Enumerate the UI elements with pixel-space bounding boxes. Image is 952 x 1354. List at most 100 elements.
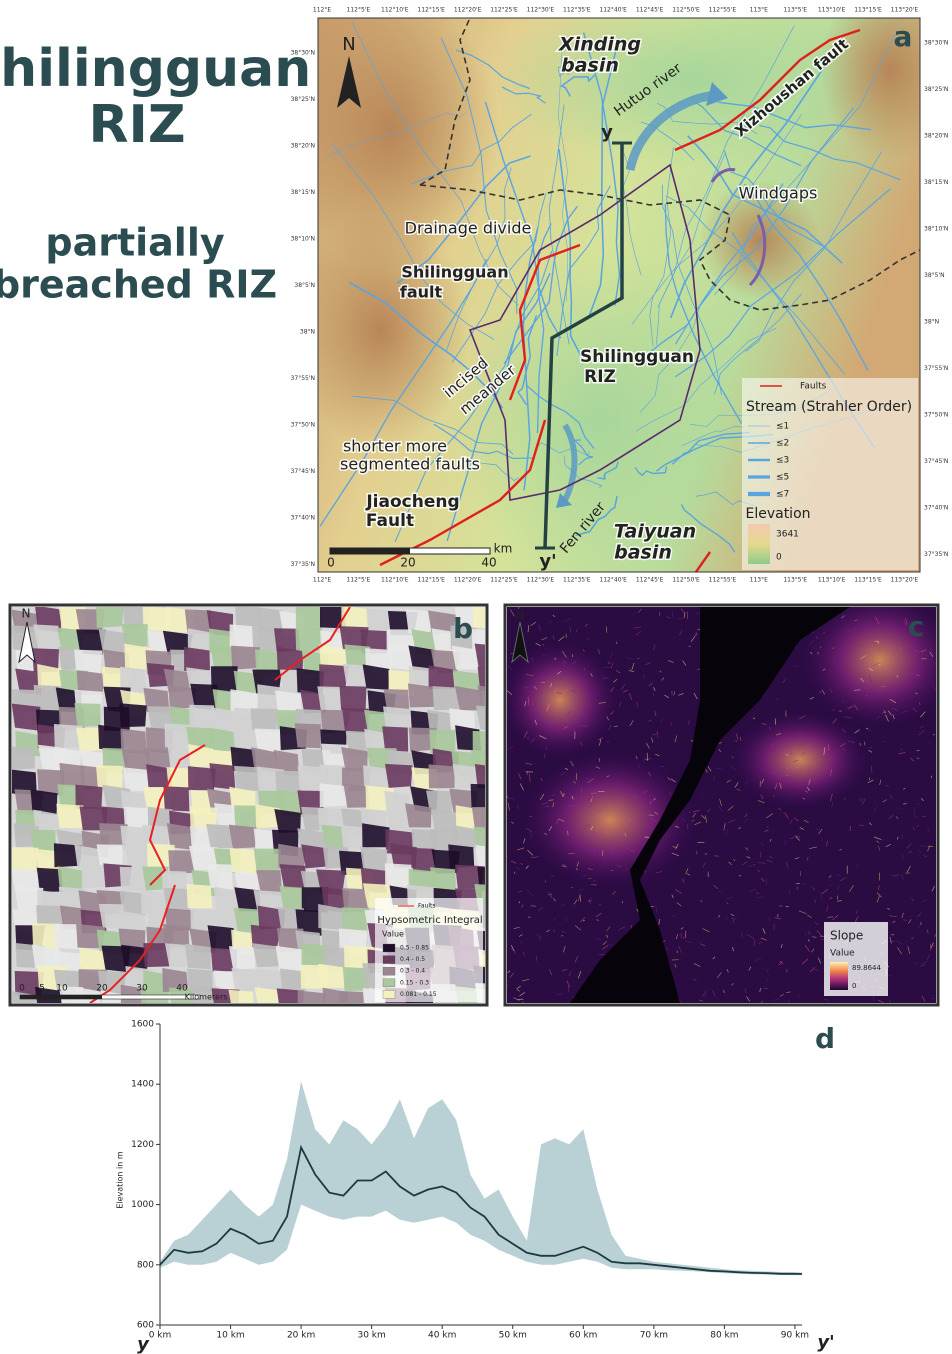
basin: [280, 886, 306, 910]
place: shorter more: [343, 437, 447, 456]
latitude-label: 38°10'N: [924, 226, 948, 233]
basin: [229, 990, 255, 1015]
y-tick-label: 600: [137, 1321, 154, 1331]
y-tick-label: 1000: [131, 1200, 154, 1210]
longitude-label: 112°E: [313, 577, 331, 584]
scale-label: 10: [56, 984, 68, 994]
longitude-label: 113°10'E: [818, 577, 846, 584]
longitude-label: 112°40'E: [599, 577, 627, 584]
scale-label: 5: [39, 984, 45, 994]
basin: [433, 686, 460, 710]
legend-label: 0.5 - 0.85: [400, 945, 429, 952]
basin: [209, 763, 235, 790]
longitude-label: 112°5'E: [347, 577, 371, 584]
scale-bar: [20, 995, 102, 999]
legend-label: Faults: [800, 382, 827, 392]
legend-label: 89.8644: [852, 964, 881, 972]
longitude-label: 112°50'E: [672, 577, 700, 584]
legend-label: ≤5: [776, 473, 789, 483]
legend-slope: [830, 962, 848, 990]
slope-shade: [500, 640, 620, 760]
slope-stroke: [683, 879, 684, 883]
legend-label: Faults: [418, 903, 436, 910]
legend-label: ≤7: [776, 490, 789, 500]
legend-title: Stream (Strahler Order): [746, 399, 912, 415]
legend-label: 0.15 - 0.3: [400, 979, 429, 986]
longitude-label: 113°5'E: [783, 577, 807, 584]
scale-label: 30: [136, 984, 148, 994]
longitude-label: 112°25'E: [490, 577, 518, 584]
scale-label: 0: [19, 984, 25, 994]
basin: [341, 605, 368, 629]
panel-label: a: [894, 20, 913, 53]
y-tick-label: 1400: [131, 1080, 154, 1090]
latitude-label: 38°15'N: [291, 189, 315, 196]
map-b: 0.5 - 0.850.4 - 0.50.3 - 0.40.15 - 0.30.…: [9, 603, 507, 1016]
slope-stroke: [549, 800, 554, 801]
slope-stroke: [647, 753, 648, 761]
basin: [385, 863, 412, 887]
north-label: N: [342, 34, 355, 55]
latitude-label: 38°15'N: [924, 179, 948, 186]
basin: [280, 864, 306, 888]
basin: [186, 884, 212, 908]
basin: [274, 809, 301, 833]
legend-label: 3641: [776, 530, 799, 540]
north-label: N: [22, 607, 31, 621]
latitude-label: 37°45'N: [924, 458, 948, 465]
basin: [363, 765, 389, 789]
latitude-label: 37°35'N: [291, 561, 315, 568]
slope-stroke: [902, 834, 903, 839]
basin: [448, 844, 474, 868]
basin: [12, 704, 41, 731]
basin: [229, 946, 256, 970]
fault-name: fault: [400, 283, 443, 302]
legend-swatch: [383, 944, 395, 952]
longitude-label: 112°5'E: [347, 7, 371, 14]
longitude-label: 113°10'E: [818, 7, 846, 14]
basin: [360, 847, 387, 871]
x-tick-label: 10 km: [216, 1331, 244, 1341]
basin: [471, 784, 497, 808]
north-label: N: [516, 609, 525, 623]
legend-title: Slope: [830, 929, 863, 943]
basin: [184, 647, 210, 671]
basin: [98, 725, 124, 752]
latitude-label: 38°25'N: [924, 86, 948, 93]
x-end-label: y': [817, 1332, 834, 1353]
basin: [96, 604, 123, 628]
basin: [298, 990, 326, 1014]
slope-stroke: [860, 743, 861, 746]
legend-title: Elevation: [745, 506, 810, 522]
scale-bar: [330, 548, 410, 554]
latitude-label: 38°30'N: [924, 40, 948, 47]
profile-end-label: y: [601, 122, 613, 143]
basin: [429, 764, 455, 788]
latitude-label: 37°55'N: [291, 375, 315, 382]
basin: [339, 991, 365, 1016]
scale-label: 20: [96, 984, 108, 994]
latitude-label: 37°55'N: [924, 365, 948, 372]
longitude-label: 113°E: [750, 577, 768, 584]
basin: [477, 685, 503, 709]
longitude-label: 112°35'E: [563, 7, 591, 14]
subtitle: breached RIZ: [0, 263, 277, 307]
panel-label: d: [815, 1022, 835, 1055]
legend-label: 0: [776, 553, 782, 563]
basin: [75, 785, 102, 809]
scale-label: 20: [400, 556, 415, 570]
x-tick-label: 0 km: [149, 1331, 172, 1341]
x-tick-label: 60 km: [569, 1331, 597, 1341]
basin: [343, 784, 369, 808]
slope-stroke: [654, 694, 655, 697]
legend-title: Hypsometric Integral: [377, 915, 482, 926]
basin: [255, 987, 281, 1011]
basin: [119, 703, 147, 727]
slope-stroke: [586, 639, 589, 640]
slope-stroke: [825, 1000, 829, 1001]
latitude-label: 38°N: [924, 319, 939, 326]
slope-stroke: [607, 742, 609, 743]
scale-unit: Kilometers: [185, 993, 228, 1002]
legend-label: 0.081 - 0.15: [400, 991, 437, 998]
latitude-label: 38°N: [300, 329, 315, 336]
